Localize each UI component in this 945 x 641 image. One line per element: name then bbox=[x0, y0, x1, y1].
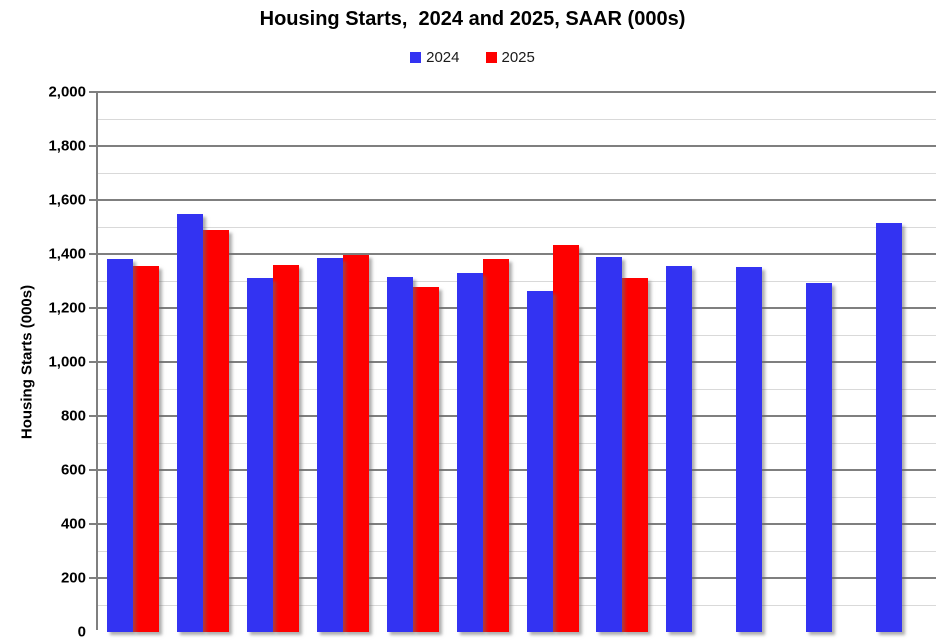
major-gridline-1800 bbox=[97, 145, 936, 147]
bar-2024-Aug bbox=[596, 257, 623, 632]
y-axis-line bbox=[96, 92, 98, 630]
minor-gridline-500 bbox=[97, 497, 936, 498]
y-axis-tick-2000 bbox=[89, 91, 97, 93]
legend-item-2025: 2025 bbox=[485, 49, 535, 66]
major-gridline-400 bbox=[97, 523, 936, 525]
minor-gridline-1900 bbox=[97, 119, 936, 120]
y-tick-label-1,600: 1,600 bbox=[48, 191, 86, 209]
y-axis-tick-1800 bbox=[89, 145, 97, 147]
minor-gridline-300 bbox=[97, 551, 936, 552]
bar-2024-May bbox=[386, 276, 413, 632]
chart-legend: 2024 2025 bbox=[0, 49, 945, 66]
y-axis-tick-200 bbox=[89, 577, 97, 579]
minor-gridline-100 bbox=[97, 605, 936, 606]
chart-title: Housing Starts, 2024 and 2025, SAAR (000… bbox=[259, 8, 686, 30]
bar-2024-Jun bbox=[456, 272, 483, 632]
bar-2024-Apr bbox=[316, 258, 343, 632]
y-axis-tick-800 bbox=[89, 415, 97, 417]
bar-2024-Jul bbox=[526, 290, 553, 632]
bar-2024-Nov bbox=[806, 282, 833, 632]
y-axis-tick-1600 bbox=[89, 199, 97, 201]
legend-item-2024: 2024 bbox=[410, 49, 460, 66]
minor-gridline-1100 bbox=[97, 335, 936, 336]
bar-2025-Apr bbox=[342, 254, 369, 632]
major-gridline-2000 bbox=[97, 91, 936, 93]
minor-gridline-900 bbox=[97, 389, 936, 390]
major-gridline-200 bbox=[97, 577, 936, 579]
bar-2024-Mar bbox=[246, 278, 273, 632]
y-axis-tick-1400 bbox=[89, 253, 97, 255]
major-gridline-1600 bbox=[97, 199, 936, 201]
bar-2025-Jan bbox=[133, 265, 159, 632]
bar-2024-Jan bbox=[107, 259, 133, 632]
minor-gridline-1300 bbox=[97, 281, 936, 282]
bar-2025-Jun bbox=[482, 259, 509, 632]
bar-2024-Sep bbox=[666, 265, 693, 632]
y-axis-tick-600 bbox=[89, 469, 97, 471]
bar-2025-Mar bbox=[272, 265, 299, 632]
legend-label: 2024 bbox=[426, 49, 460, 66]
bar-2025-Feb bbox=[202, 229, 229, 632]
major-gridline-800 bbox=[97, 415, 936, 417]
y-tick-label-1,000: 1,000 bbox=[48, 353, 86, 371]
bar-2025-Jul bbox=[552, 245, 579, 632]
legend-swatch-2024 bbox=[410, 52, 422, 63]
bar-2024-Dec bbox=[876, 222, 903, 632]
bar-2024-Feb bbox=[176, 213, 203, 632]
minor-gridline-700 bbox=[97, 443, 936, 444]
major-gridline-1000 bbox=[97, 361, 936, 363]
bar-2025-May bbox=[412, 287, 439, 632]
y-tick-label-2,000: 2,000 bbox=[48, 83, 86, 101]
minor-gridline-1500 bbox=[97, 227, 936, 228]
legend-label: 2025 bbox=[501, 49, 535, 66]
minor-gridline-1700 bbox=[97, 173, 936, 174]
y-tick-label-1,800: 1,800 bbox=[48, 137, 86, 155]
y-axis-tick-1000 bbox=[89, 361, 97, 363]
y-tick-label-800: 800 bbox=[60, 407, 86, 425]
major-gridline-600 bbox=[97, 469, 936, 471]
y-tick-label-0: 0 bbox=[77, 623, 86, 641]
y-tick-label-600: 600 bbox=[60, 461, 86, 479]
bar-2025-Aug bbox=[622, 278, 649, 632]
major-gridline-1200 bbox=[97, 307, 936, 309]
bar-2024-Oct bbox=[736, 266, 763, 632]
y-axis-tick-400 bbox=[89, 523, 97, 525]
legend-swatch-2025 bbox=[485, 52, 497, 63]
y-tick-label-1,400: 1,400 bbox=[48, 245, 86, 263]
y-tick-label-200: 200 bbox=[60, 569, 86, 587]
y-axis-tick-1200 bbox=[89, 307, 97, 309]
y-tick-label-400: 400 bbox=[60, 515, 86, 533]
y-tick-label-1,200: 1,200 bbox=[48, 299, 86, 317]
major-gridline-1400 bbox=[97, 253, 936, 255]
